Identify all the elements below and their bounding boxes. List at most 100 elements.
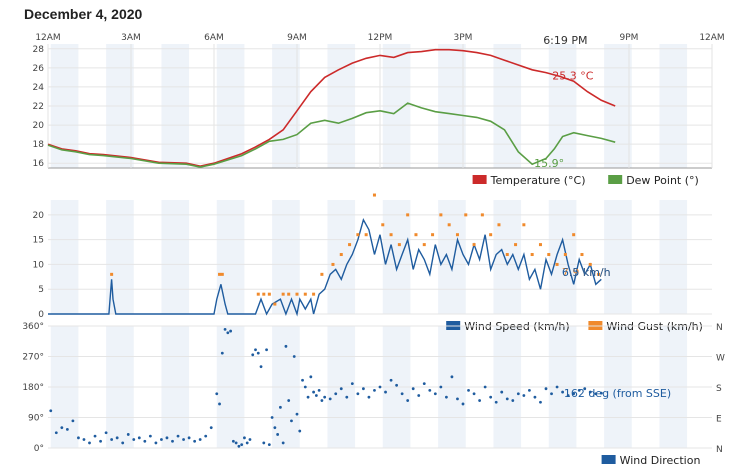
wind-direction-point (82, 438, 86, 441)
y-tick-label: 16 (33, 159, 45, 169)
wind-direction-point (450, 375, 454, 379)
wind-direction-point (154, 441, 158, 445)
wind-direction-point (323, 395, 327, 399)
wind-gust-marker (497, 223, 501, 227)
wind-direction-point (218, 402, 221, 406)
x-tick-label: 9AM (287, 33, 307, 43)
wind-direction-point (270, 416, 274, 419)
wind-direction-point (489, 395, 493, 399)
wind-direction-point (290, 419, 293, 423)
wind-gust-marker (414, 233, 418, 237)
wind-direction-point (456, 397, 459, 401)
wind-direction-point (411, 387, 415, 391)
wind-gust-marker (431, 233, 435, 237)
wind-direction-point (303, 385, 307, 389)
wind-direction-point (160, 438, 163, 441)
wind-direction-point (223, 327, 227, 331)
wind-gust-marker (597, 272, 601, 276)
y-tick-label: 5 (38, 285, 44, 295)
wind-gust-annotation: 7.9 km/h (562, 266, 611, 279)
wind-gust-marker (464, 213, 468, 217)
wind-direction-point (99, 439, 102, 443)
wind-direction-point (115, 436, 119, 440)
y-tick-label: 10 (33, 260, 45, 270)
y-tick-label: 0° (34, 444, 44, 454)
wind-direction-point (295, 412, 299, 416)
wind-direction-point (389, 378, 393, 382)
wind-direction-point (298, 429, 302, 433)
wind-direction-point (121, 441, 125, 445)
wind-direction-point (273, 426, 277, 430)
wind-direction-point (494, 400, 498, 404)
wind-direction-point (292, 355, 296, 358)
wind-direction-point (583, 387, 587, 391)
wind-direction-point (256, 351, 260, 355)
y-tick-label-right: S (716, 384, 722, 394)
wind-direction-point (505, 397, 509, 401)
wind-direction-point (77, 436, 80, 440)
wind-gust-marker (303, 292, 307, 296)
wind-gust-marker (295, 292, 299, 296)
wind-direction-point (516, 392, 520, 396)
y-tick-label: 15 (33, 236, 44, 246)
y-tick-label: 20 (33, 121, 45, 131)
wind-gust-marker (547, 253, 551, 257)
legend-swatch (608, 175, 623, 184)
legend-swatch (601, 455, 616, 464)
wind-direction-point (237, 444, 241, 448)
wind-direction-point (472, 392, 476, 396)
wind-direction-point (422, 382, 426, 386)
x-tick-label: 12AM (35, 33, 60, 43)
wind-gust-marker (555, 262, 559, 266)
wind-direction-point (204, 434, 208, 438)
wind-direction-point (566, 394, 570, 397)
background-band (438, 200, 466, 314)
wind-direction-point (54, 431, 58, 435)
y-tick-label: 18 (33, 140, 45, 150)
wind-direction-point (384, 390, 387, 394)
wind-direction-point (104, 431, 108, 435)
wind-gust-marker (267, 292, 271, 296)
wind-gust-marker (381, 223, 385, 227)
wind-gust-marker (389, 233, 393, 237)
wind-gust-marker (455, 233, 459, 237)
y-tick-label: 22 (33, 102, 44, 112)
wind-direction-point (137, 436, 141, 440)
wind-direction-point (245, 441, 249, 445)
wind-direction-point (328, 397, 332, 401)
wind-gust-marker (110, 272, 114, 276)
wind-direction-point (544, 387, 548, 391)
wind-direction-point (284, 344, 288, 348)
wind-direction-point (439, 385, 443, 389)
wind-direction-point (461, 402, 465, 406)
wind-direction-point (182, 438, 185, 441)
background-band (216, 200, 245, 314)
wind-direction-point (378, 385, 382, 389)
y-tick-label: 90° (28, 414, 44, 424)
wind-gust-marker (287, 292, 291, 296)
wind-gust-marker (364, 233, 368, 237)
wind-gust-marker (422, 243, 426, 247)
wind-gust-marker (356, 233, 360, 237)
wind-direction-point (522, 394, 526, 397)
wind-direction-point (356, 392, 360, 396)
wind-direction-point (143, 439, 147, 443)
wind-direction-point (49, 409, 53, 413)
wind-direction-point (483, 385, 487, 389)
wind-direction-point (165, 436, 169, 440)
wind-direction-point (395, 383, 398, 387)
wind-direction-point (339, 387, 343, 391)
legend-label: Temperature (°C) (490, 174, 586, 187)
wind-direction-point (65, 427, 69, 431)
wind-gust-marker (588, 262, 592, 266)
wind-direction-point (511, 399, 515, 402)
legend-label: Dew Point (°) (626, 174, 699, 187)
page-title: December 4, 2020 (24, 6, 143, 22)
wind-direction-point (132, 438, 136, 441)
wind-direction-point (350, 382, 354, 386)
wind-direction-point (88, 441, 91, 445)
wind-direction-point (234, 441, 238, 445)
wind-gust-marker (447, 223, 451, 227)
